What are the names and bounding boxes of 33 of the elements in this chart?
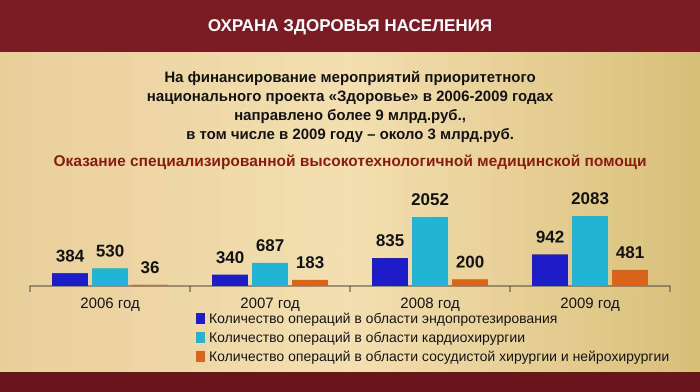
data-label: 687 bbox=[256, 236, 284, 256]
bar bbox=[412, 217, 448, 286]
chart-title: ОХРАНА ЗДОРОВЬЯ НАСЕЛЕНИЯ bbox=[0, 0, 700, 52]
bar bbox=[572, 216, 608, 286]
data-label: 942 bbox=[536, 228, 564, 247]
x-tick-label: 2007 год bbox=[240, 295, 300, 312]
data-label: 200 bbox=[456, 252, 484, 272]
bar bbox=[612, 270, 648, 286]
chart-subtitle: На финансирование мероприятий приоритетного национального проекта «Здоровье» в 2006-2009 годах направлено более 9 млрд.руб., в том числе в 2009 году – около 3 млрд.руб. bbox=[146, 68, 554, 144]
legend-label: Количество операций в области сосудистой хирургии и нейрохирургии bbox=[208, 347, 670, 366]
data-label: 481 bbox=[616, 243, 644, 262]
data-label: 384 bbox=[56, 246, 85, 266]
bar bbox=[252, 262, 288, 286]
data-label: 2052 bbox=[411, 190, 449, 210]
x-tick-label: 2006 год bbox=[80, 295, 140, 312]
bar bbox=[372, 258, 408, 286]
x-tick-label: 2008 год bbox=[400, 295, 460, 312]
bar bbox=[52, 273, 88, 286]
text: Оказание специализированной высокотехнологичной медицинской помощи bbox=[52, 153, 648, 171]
data-label: 2083 bbox=[571, 189, 609, 208]
x-tick-label: 2009 год bbox=[560, 295, 620, 312]
bar bbox=[532, 254, 568, 286]
bar bbox=[92, 268, 128, 286]
bar bbox=[292, 280, 328, 286]
data-label: 183 bbox=[296, 253, 324, 272]
legend-label: Количество операций в области кардиохирургии bbox=[208, 328, 526, 347]
legend-label: Количество операций в области эндопротезирования bbox=[209, 310, 558, 326]
data-label: 530 bbox=[96, 241, 124, 260]
data-label: 340 bbox=[216, 248, 244, 267]
data-label: 36 bbox=[140, 258, 160, 277]
bar bbox=[452, 279, 488, 286]
data-label: 835 bbox=[376, 231, 404, 250]
bar bbox=[212, 274, 248, 286]
